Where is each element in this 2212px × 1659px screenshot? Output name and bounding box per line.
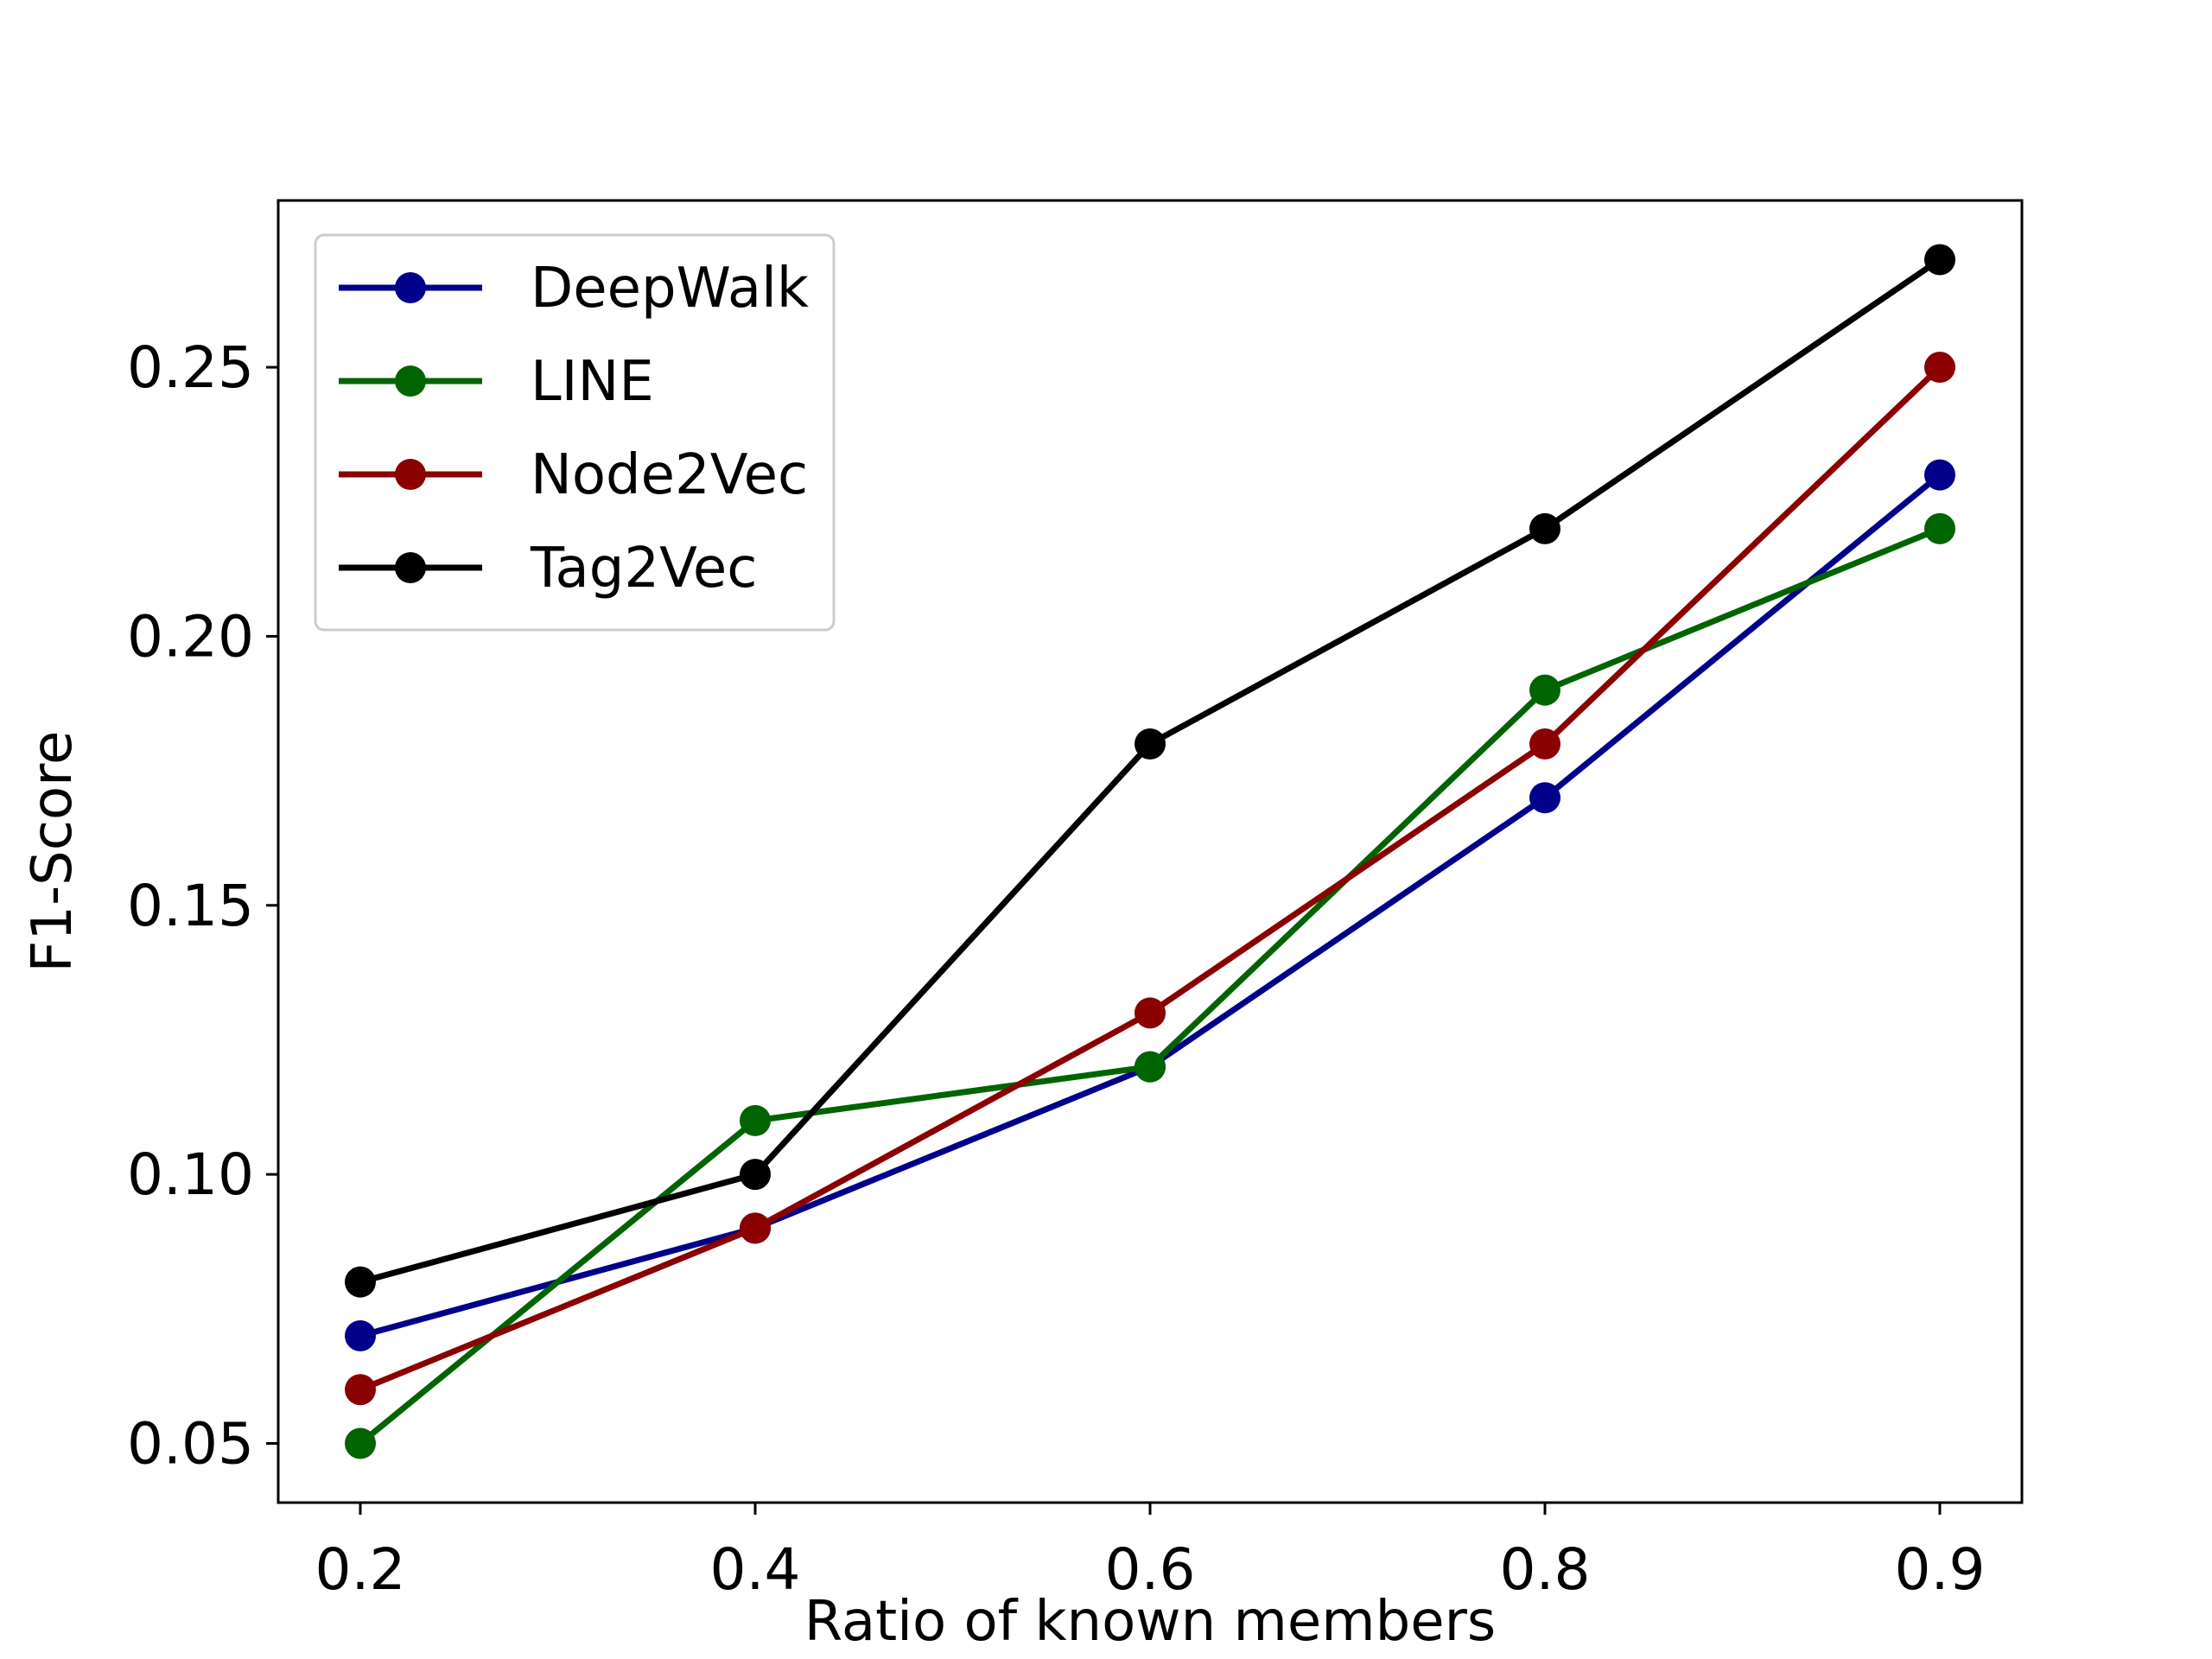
legend-marker-tag2vec xyxy=(395,552,426,583)
y-tick-label: 0.15 xyxy=(127,873,254,939)
data-point-tag2vec xyxy=(740,1159,771,1191)
data-point-tag2vec xyxy=(345,1266,376,1298)
data-point-line xyxy=(1135,1051,1166,1083)
data-point-deepwalk xyxy=(1529,782,1560,814)
legend-marker-node2vec xyxy=(395,459,426,490)
legend-box xyxy=(314,233,836,632)
data-point-node2vec xyxy=(345,1374,376,1406)
data-point-line xyxy=(740,1104,771,1136)
legend-label-deepwalk: DeepWalk xyxy=(531,257,809,321)
legend-marker-deepwalk xyxy=(395,272,426,303)
legend-item-line: LINE xyxy=(339,350,654,414)
data-point-line xyxy=(345,1427,376,1459)
legend-label-node2vec: Node2Vec xyxy=(531,443,808,507)
x-axis: 0.2 0.4 0.6 0.8 0.9 xyxy=(315,1503,1986,1603)
series-layer xyxy=(345,244,1955,1459)
x-tick-label: 0.6 xyxy=(1105,1536,1196,1603)
data-point-deepwalk xyxy=(1924,459,1955,491)
legend-label-tag2vec: Tag2Vec xyxy=(530,537,757,601)
data-point-node2vec xyxy=(740,1212,771,1244)
series-node2vec xyxy=(345,352,1955,1406)
legend-marker-line xyxy=(395,365,426,397)
data-point-tag2vec xyxy=(1135,728,1166,760)
y-tick-label: 0.10 xyxy=(127,1141,254,1208)
data-point-line xyxy=(1924,512,1955,544)
data-point-node2vec xyxy=(1924,352,1955,384)
series-tag2vec xyxy=(345,244,1955,1298)
legend-item-tag2vec: Tag2Vec xyxy=(339,537,757,601)
data-point-tag2vec xyxy=(1924,244,1955,276)
x-tick-label: 0.4 xyxy=(710,1536,801,1603)
x-tick-label: 0.8 xyxy=(1500,1536,1591,1603)
x-tick-label: 0.2 xyxy=(315,1536,406,1603)
y-tick-label: 0.20 xyxy=(127,603,254,670)
y-axis-label: F1-Score xyxy=(21,731,85,973)
series-line xyxy=(345,512,1955,1459)
x-axis-label: Ratio of known members xyxy=(804,1590,1496,1654)
legend-label-line: LINE xyxy=(531,350,654,414)
y-axis: 0.05 0.10 0.15 0.20 0.25 xyxy=(127,334,278,1478)
data-point-deepwalk xyxy=(345,1319,376,1351)
data-point-line xyxy=(1529,674,1560,706)
legend-item-node2vec: Node2Vec xyxy=(339,443,808,507)
y-tick-label: 0.05 xyxy=(127,1411,254,1478)
y-tick-label: 0.25 xyxy=(127,334,254,401)
data-point-node2vec xyxy=(1135,997,1166,1029)
legend-item-deepwalk: DeepWalk xyxy=(339,257,809,321)
data-point-tag2vec xyxy=(1529,512,1560,544)
x-tick-label: 0.9 xyxy=(1895,1536,1986,1603)
legend: DeepWalk LINE Node2Vec Tag2Vec xyxy=(314,233,836,632)
data-point-node2vec xyxy=(1529,728,1560,760)
